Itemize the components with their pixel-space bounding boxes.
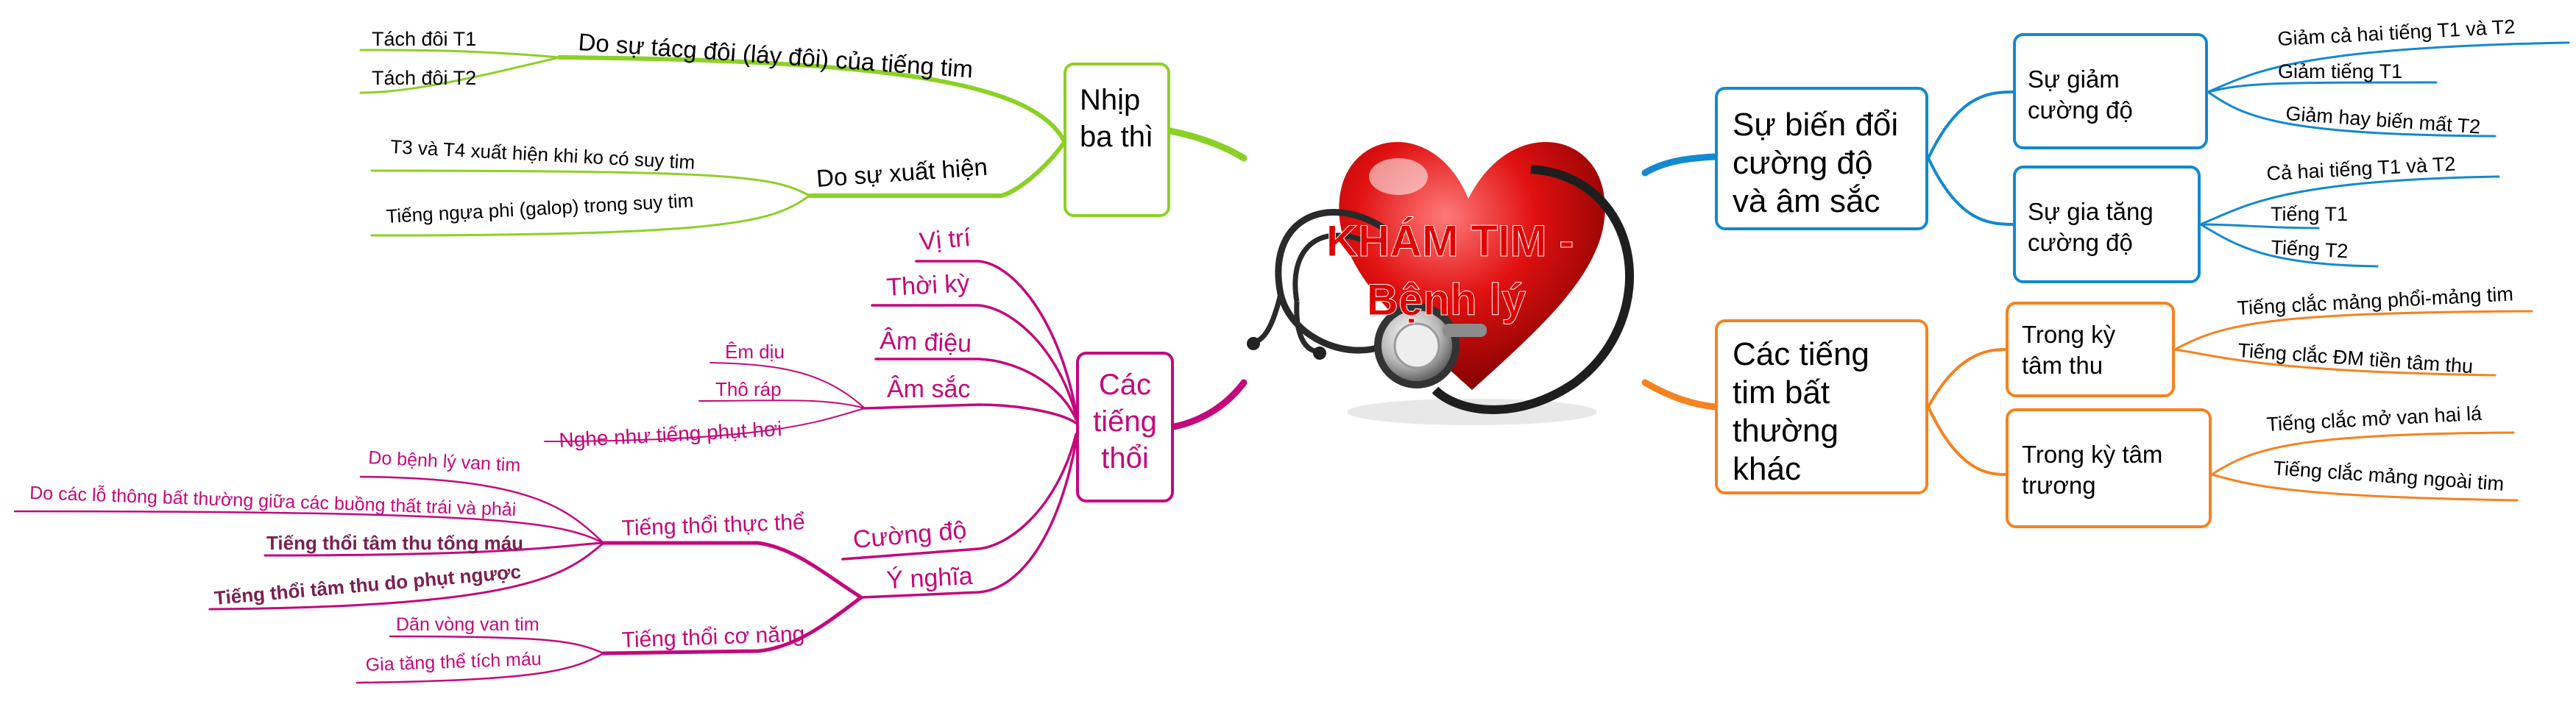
topic-nhip-ba-thi[interactable]: Nhịp ba thì — [1064, 63, 1170, 217]
topic-bat-thuong-label: Các tiếng tim bất thường khác — [1733, 336, 1869, 487]
label-cuong-do: Cường độ — [852, 516, 967, 554]
connector-y-nghia — [860, 440, 1078, 599]
connector-giam — [1927, 90, 2014, 160]
connector-leaf-phut-nguoc — [208, 541, 605, 611]
label-ngoai-tim: Tiếng clắc mảng ngoài tim — [2273, 456, 2505, 495]
label-tong-mau: Tiếng thổi tâm thu tống máu — [266, 532, 523, 554]
connector-co-nang — [601, 595, 863, 656]
label-phut-hoi: Nghe như tiếng phụt hơi — [559, 417, 783, 452]
connector-leaf-galop — [370, 194, 811, 237]
connector-center-tieng-thoi — [1170, 379, 1248, 430]
label-thuc-the: Tiếng thổi thực thể — [621, 510, 805, 541]
connector-leaf-tang-t1 — [2199, 223, 2320, 230]
label-thoi-ky: Thời kỳ — [885, 269, 970, 302]
label-the-tich: Gia tăng thể tích máu — [365, 649, 542, 675]
subtopic-giam-cuong-do-label: Sự giảm cường độ — [2028, 65, 2133, 124]
label-van-tim: Do bệnh lý van tim — [368, 447, 521, 476]
connector-vi-tri — [915, 260, 1078, 413]
label-tang-t2: Tiếng T2 — [2271, 236, 2349, 262]
label-em-diu: Êm dịu — [725, 341, 785, 363]
connector-center-bien-doi — [1641, 153, 1719, 177]
topic-bat-thuong[interactable]: Các tiếng tim bất thường khác — [1715, 319, 1928, 494]
connector-leaf-van-tim — [359, 475, 605, 544]
heart-stethoscope-icon — [1247, 142, 1634, 425]
label-tach-doi-t1: Tách đôi T1 — [372, 28, 476, 50]
connector-leaf-tach-t2 — [359, 56, 561, 94]
connector-nhip-branch1 — [557, 55, 1066, 142]
connector-leaf-t3t4 — [370, 169, 811, 197]
label-hai-la: Tiếng clắc mở van hai lá — [2266, 402, 2483, 436]
topic-bien-doi[interactable]: Sự biến đổi cường độ và âm sắc — [1715, 87, 1928, 230]
label-galop: Tiếng ngựa phi (galop) trong suy tim — [386, 189, 694, 227]
connector-nhip-branch2 — [807, 141, 1066, 198]
connector-leaf-tong-mau — [263, 541, 605, 557]
subtopic-tang-cuong-do[interactable]: Sự gia tăng cường độ — [2013, 166, 2201, 283]
connector-leaf-phut-hoi — [544, 408, 866, 442]
topic-nhip-ba-thi-label: Nhịp ba thì — [1080, 84, 1154, 153]
subtopic-tam-truong[interactable]: Trong kỳ tâm trương — [2006, 408, 2212, 528]
connector-cuong-do — [841, 433, 1078, 561]
connector-leaf-tang-t2 — [2199, 223, 2379, 268]
connector-leaf-em-diu — [710, 362, 866, 409]
label-tang-t1: Tiếng T1 — [2271, 203, 2348, 225]
connector-tam-thu — [1927, 348, 2007, 408]
label-tach-doi-t2: Tách đôi T2 — [372, 67, 476, 89]
label-am-dieu: Âm điệu — [880, 327, 972, 358]
connector-leaf-hai-la — [2210, 431, 2515, 476]
label-phut-nguoc: Tiếng thổi tâm thu do phụt ngược — [213, 561, 522, 609]
subtopic-tang-cuong-do-label: Sự gia tăng cường độ — [2028, 198, 2154, 256]
connector-center-bat-thuong — [1641, 379, 1719, 411]
connector-leaf-ngoai-tim — [2210, 473, 2519, 502]
label-nhip-branch2: Do sự xuất hiện — [815, 153, 988, 192]
connector-tam-truong — [1927, 405, 2007, 476]
connector-leaf-dan-vong — [389, 635, 605, 655]
subtopic-tam-truong-label: Trong kỳ tâm trương — [2022, 441, 2163, 499]
connector-leaf-giam-ca-hai — [2207, 41, 2570, 93]
connector-am-dieu — [874, 358, 1078, 421]
label-y-nghia: Ý nghĩa — [885, 562, 973, 594]
label-giam-t1: Giảm tiếng T1 — [2278, 60, 2402, 82]
connector-leaf-tach-t1 — [359, 49, 561, 59]
subtopic-giam-cuong-do[interactable]: Sự giảm cường độ — [2013, 33, 2208, 149]
label-dan-vong: Dãn vòng van tim — [396, 614, 539, 635]
connector-leaf-tho-rap — [698, 399, 866, 409]
connector-thoi-ky — [871, 304, 1078, 417]
label-dm-tien: Tiếng clắc ĐM tiền tâm thu — [2237, 338, 2474, 377]
label-t3-t4: T3 và T4 xuất hiện khi ko có suy tim — [390, 135, 696, 174]
connector-leaf-dm-tien — [2173, 348, 2497, 377]
connector-am-sac — [863, 403, 1078, 424]
subtopic-tam-thu[interactable]: Trong kỳ tâm thu — [2006, 302, 2175, 397]
connector-leaf-the-tich — [355, 652, 605, 684]
label-vi-tri: Vị trí — [918, 224, 972, 256]
connector-thuc-the — [601, 541, 863, 600]
topic-bien-doi-label: Sự biến đổi cường độ và âm sắc — [1733, 107, 1899, 219]
topic-tieng-thoi[interactable]: Các tiếng thổi — [1076, 352, 1174, 502]
label-tho-rap: Thô ráp — [715, 378, 782, 400]
subtopic-tam-thu-label: Trong kỳ tâm thu — [2022, 321, 2116, 379]
connector-leaf-giam-t2 — [2207, 90, 2497, 138]
connector-tang — [1927, 157, 2014, 226]
center-title-line1: KHÁM TIM - — [1326, 216, 1574, 266]
connector-leaf-giam-t1 — [2207, 81, 2438, 93]
label-lo-thong: Do các lỗ thông bất thường giữa các buồn… — [29, 482, 517, 520]
center-title-line2: Bệnh lý — [1367, 275, 1526, 324]
center-title: KHÁM TIM - Bệnh lý — [1326, 216, 1574, 325]
connector-leaf-phoi-tim — [2173, 310, 2533, 351]
label-am-sac: Âm sắc — [887, 375, 970, 403]
connector-leaf-lo-thong — [13, 510, 605, 544]
label-nhip-branch1: Do sự tácg đôi (láy đôi) của tiếng tim — [578, 28, 974, 82]
connector-center-nhip-ba-thi — [1167, 127, 1248, 162]
topic-tieng-thoi-label: Các tiếng thổi — [1093, 369, 1157, 475]
connector-leaf-tang-ca-hai — [2199, 175, 2500, 226]
